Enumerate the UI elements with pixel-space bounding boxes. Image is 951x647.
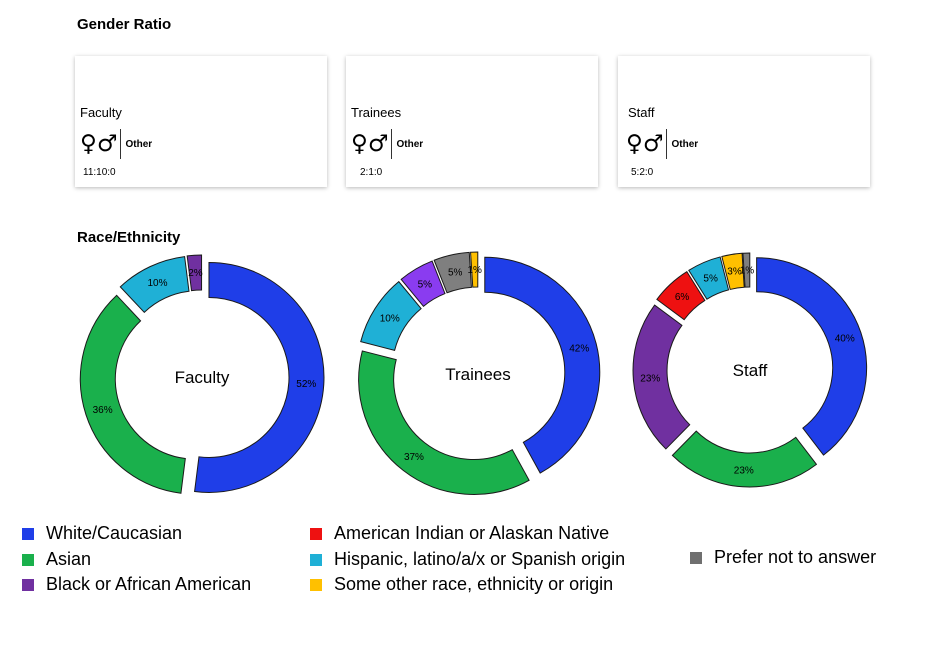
slice-label: 10% [147,278,167,289]
donut-slice [358,350,530,495]
slice-label: 2% [188,268,203,279]
other-label: Other [125,138,153,150]
slice-label: 5% [703,274,718,285]
gender-card-faculty: Faculty ♀ ♂ Other 11:10:0 [75,56,327,187]
donut-slice [79,294,186,494]
legend-swatch [690,551,702,564]
slice-label: 52% [296,379,316,390]
gender-ratio-value: 11:10:0 [83,167,116,178]
legend-label: Black or African American [46,574,252,594]
slice-label: 37% [404,452,424,463]
gender-symbols: ♀ ♂ Other [80,128,152,160]
donut-slice [186,254,203,292]
donut-slice [721,252,745,291]
legend-swatch [310,553,322,566]
donut-slice [671,430,818,488]
slice-label: 23% [734,465,754,476]
donut-slice [632,304,691,450]
other-label: Other [671,138,699,150]
slice-label: 40% [835,333,855,344]
donut-slice [360,280,422,351]
donut-staff: 40% 23% 23% 6% 5% 3%1% Staff [632,252,868,488]
gender-symbols: ♀ ♂ Other [626,128,698,160]
divider [391,129,393,159]
legend-swatch [22,553,34,566]
donut-slice [400,260,446,308]
female-symbol-icon: ♀ [80,130,97,157]
donut-trainees: 42% 37% 10% 5% 5% 1% Trainees [358,251,601,495]
legend-swatch [310,578,322,591]
gender-symbols: ♀ ♂ Other [351,128,423,160]
legend-item: American Indian or Alaskan Native [310,523,609,544]
legend-item: Black or African American [22,574,251,595]
male-symbol-icon: ♂ [642,130,664,157]
slice-label: 42% [569,344,589,355]
donut-slice [756,257,868,456]
donut-center-label: Faculty [175,368,230,387]
donut-slice [433,251,472,294]
donut-slice [194,261,325,493]
donut-center-label: Staff [733,361,768,380]
slice-label: 10% [380,314,400,325]
male-symbol-icon: ♂ [96,130,118,157]
slice-label: 1% [467,265,482,276]
legend-item: Some other race, ethnicity or origin [310,574,613,595]
slice-label: 6% [675,292,690,303]
donut-slice [470,251,479,288]
card-title: Faculty [80,105,122,120]
legend-item: White/Caucasian [22,523,182,544]
legend-label: American Indian or Alaskan Native [334,523,610,543]
donut-slice [688,256,730,300]
gender-card-staff: Staff ♀ ♂ Other 5:2:0 [618,56,870,187]
legend-swatch [310,527,322,540]
donut-slice [742,252,751,288]
legend-item: Prefer not to answer [690,547,876,568]
donut-slice [119,256,190,314]
legend-swatch [22,578,34,591]
gender-ratio-title: Gender Ratio [77,16,172,33]
slice-label: 5% [448,268,463,279]
race-ethnicity-title: Race/Ethnicity [77,229,181,246]
card-title: Trainees [351,105,402,120]
other-label: Other [396,138,424,150]
legend-swatch [22,527,34,540]
gender-card-trainees: Trainees ♀ ♂ Other 2:1:0 [346,56,598,187]
legend-label: Prefer not to answer [714,547,877,567]
female-symbol-icon: ♀ [626,130,643,157]
slice-label: 36% [93,405,113,416]
donut-faculty: 52% 36% 10% 2% Faculty [79,254,325,494]
legend-label: Asian [46,549,92,569]
slice-label: 3% [727,267,742,278]
donut-center-label: Trainees [445,365,511,384]
card-title: Staff [628,105,655,120]
slice-label: 23% [640,373,660,384]
donut-slice [656,270,706,321]
legend-item: Hispanic, latino/a/x or Spanish origin [310,549,625,570]
legend-label: White/Caucasian [46,523,183,543]
legend-label: Hispanic, latino/a/x or Spanish origin [334,549,626,569]
legend-item: Asian [22,549,91,570]
slice-label: 1% [740,266,755,277]
legend-label: Some other race, ethnicity or origin [334,574,614,594]
gender-ratio-value: 5:2:0 [631,167,654,178]
divider [666,129,668,159]
gender-ratio-value: 2:1:0 [360,167,383,178]
female-symbol-icon: ♀ [351,130,368,157]
race-donut-charts: 52% 36% 10% 2% Faculty 42% 37% 10% 5% 5% 1% Trainee… [79,251,868,495]
divider [120,129,122,159]
donut-slice [484,256,601,474]
male-symbol-icon: ♂ [367,130,389,157]
slice-label: 5% [418,280,433,291]
